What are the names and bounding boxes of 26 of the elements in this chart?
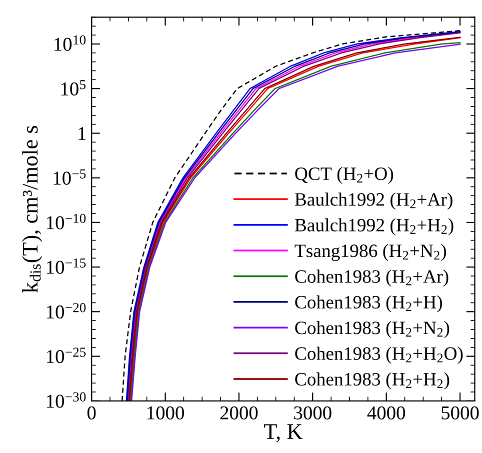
y-tick-label: 10$^{10}$ [54,35,86,51]
y-tick-label: 10$^{−5}$ [54,169,86,185]
x-tick-label: 2000 [220,406,258,420]
x-tick-label: 1000 [148,406,184,420]
y-tick-label: 1 [78,127,86,140]
legend-label: Cohen1983 (H$_{2}$+N$_{2}$) [295,321,450,338]
legend-label: Baulch1992 (H$_{2}$+Ar) [294,192,452,210]
y-tick-label: 10$^{−25}$ [47,348,86,364]
x-axis-title: T, K [264,424,302,442]
x-tick-label: 0 [87,406,96,420]
legend-label: Cohen1983 (H$_{2}$+H) [295,295,442,312]
y-tick-label: 10$^{−30}$ [47,392,86,408]
legend-label: QCT (H$_{2}$+O) [295,166,394,184]
x-tick-label: 3000 [294,406,332,420]
y-tick-label: 10$^{−10}$ [47,214,86,230]
y-axis-title: k$_{dis}$(T), cm³/mole s [22,126,42,293]
legend-label: Baulch1992 (H$_{2}$+H$_{2}$) [294,218,454,236]
y-tick-label: 10$^{−20}$ [47,303,86,319]
legend-label: Cohen1983 (H$_{2}$+H$_{2}$) [295,372,450,390]
y-tick-label: 10$^{5}$ [61,80,86,96]
legend-label: Cohen1983 (H$_{2}$+H$_{2}$O) [295,346,463,364]
legend-label: Tsang1986 (H$_{2}$+N$_{2}$) [294,244,446,262]
legend-label: Cohen1983 (H$_{2}$+Ar) [295,270,448,287]
y-tick-label: 10$^{−15}$ [47,258,86,274]
x-tick-label: 5000 [442,406,479,420]
x-tick-label: 4000 [367,406,406,420]
